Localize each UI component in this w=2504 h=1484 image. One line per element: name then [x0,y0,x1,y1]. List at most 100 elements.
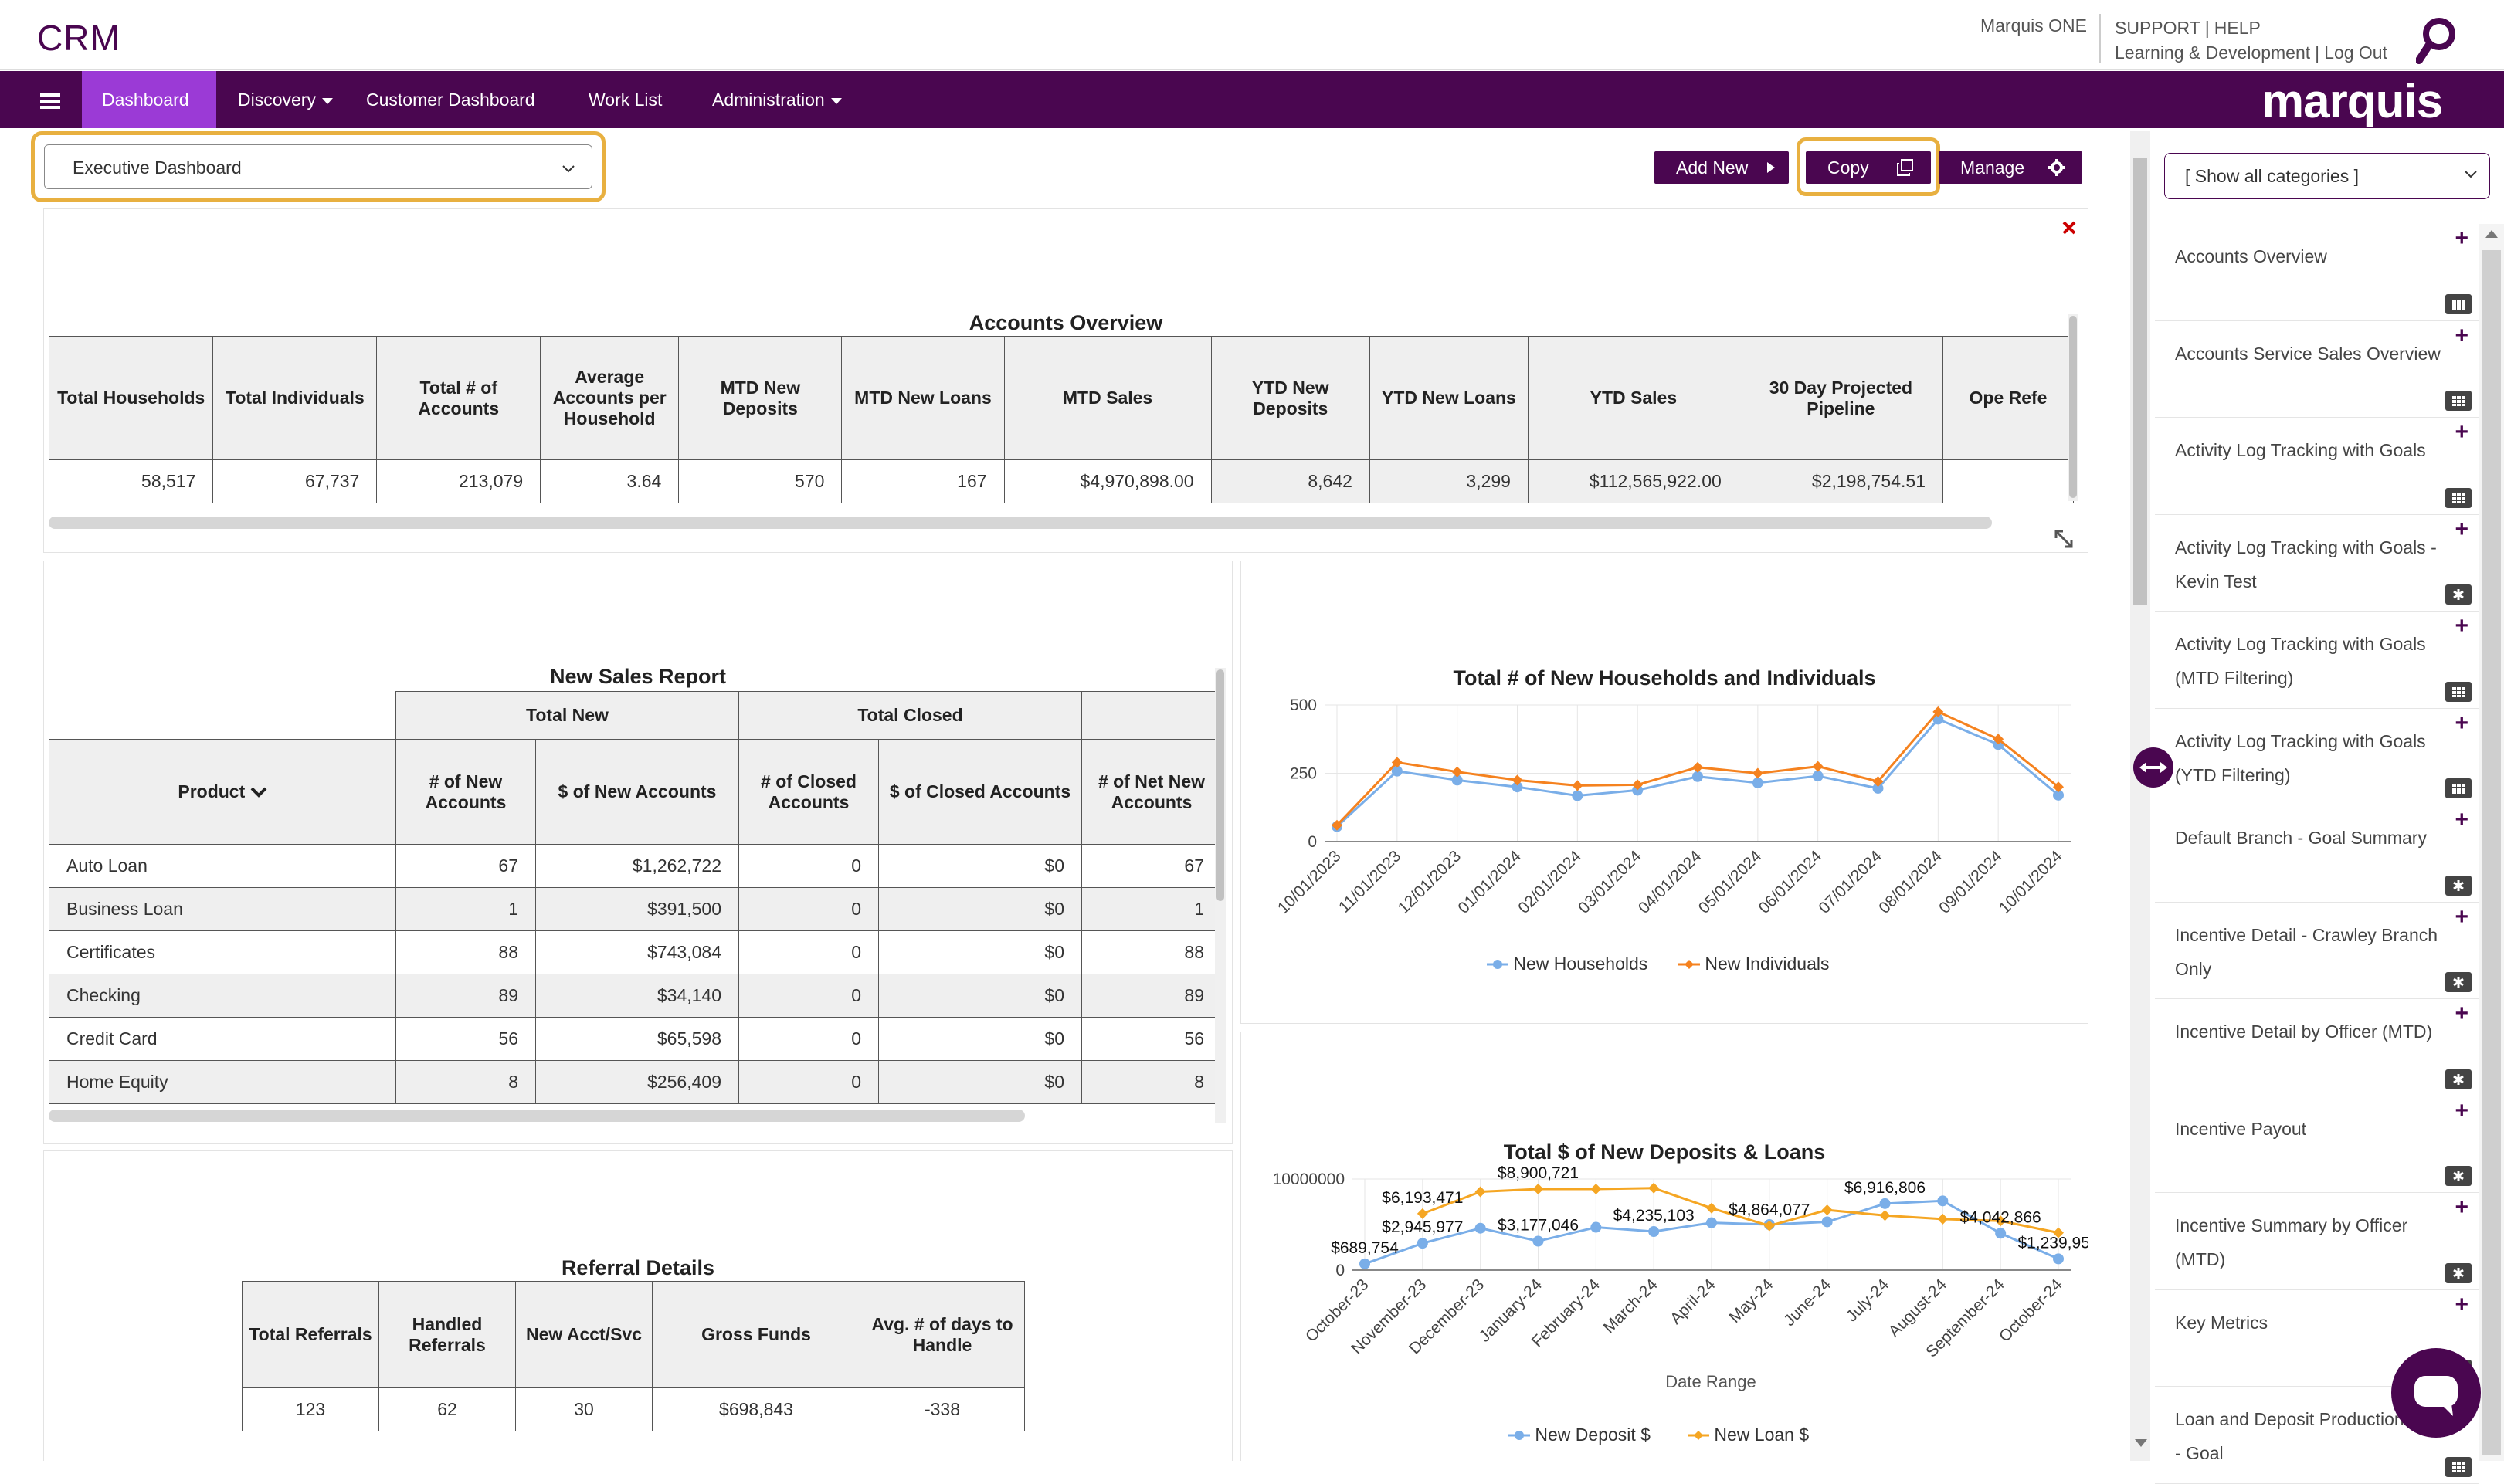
table-icon [2445,487,2472,508]
chevron-down-icon [250,787,267,798]
category-select[interactable]: [ Show all categories ] [2164,153,2490,199]
data-point [1532,1183,1544,1194]
help-link[interactable]: HELP [2214,18,2261,38]
add-widget-icon[interactable]: + [2455,710,2468,736]
caret-down-icon [321,97,333,104]
y-tick-label: 500 [1290,696,1317,714]
nav-dashboard[interactable]: Dashboard [82,71,216,128]
referral-panel: Referral Details Total Referrals Handled… [43,1150,1233,1461]
add-widget-icon[interactable]: + [2455,322,2468,348]
table-vscroll[interactable] [1215,668,1226,1123]
table-hscroll[interactable] [49,1110,1025,1122]
legend-loan[interactable]: New Loan $ [1688,1425,1809,1445]
data-point [1692,771,1703,782]
search-icon[interactable] [2415,14,2467,65]
chevron-up-icon[interactable] [2485,230,2498,238]
chart-title: Total $ of New Deposits & Loans [1504,1140,1826,1164]
resize-icon[interactable] [2054,529,2074,549]
legend-marker-icon [1487,960,1508,969]
category-select-value: [ Show all categories ] [2185,166,2360,186]
data-point [1937,1213,1949,1225]
add-new-button[interactable]: Add New [1654,151,1789,184]
table-vscroll[interactable] [2068,314,2078,501]
main-scrollbar-thumb[interactable] [2133,158,2147,605]
table-hscroll[interactable] [49,517,1992,529]
new-sales-table: Total New Total Closed Product # of New … [49,691,1222,1104]
deposits-chart-panel: Total $ of New Deposits & Loans Date Ran… [1240,1032,2088,1461]
chat-button[interactable] [2391,1348,2481,1438]
nav-discovery[interactable]: Discovery [218,71,353,128]
manage-button[interactable]: Manage [1939,151,2082,184]
legend-individuals[interactable]: New Individuals [1678,954,1829,974]
widget-list-item[interactable]: Incentive Payout + [2155,1096,2479,1193]
table-header: Avg. # of days to Handle [860,1281,1025,1388]
app-logo[interactable]: CRM [37,18,120,58]
x-tick-label: 11/01/2023 [1335,847,1404,916]
table-icon [2445,778,2472,798]
widget-list-item[interactable]: Incentive Summary by Officer (MTD) + [2155,1193,2479,1290]
widget-list-item[interactable]: Activity Log Tracking with Goals (YTD Fi… [2155,709,2479,805]
chevron-down-icon[interactable] [2135,1439,2147,1447]
table-cell: $4,970,898.00 [1003,459,1212,503]
asterisk-icon [2445,1262,2472,1283]
legend-households[interactable]: New Households [1487,954,1647,974]
legend-deposit[interactable]: New Deposit $ [1508,1425,1651,1445]
add-widget-icon[interactable]: + [2455,1001,2468,1026]
learning-link[interactable]: Learning & Development [2115,42,2311,63]
widget-list-item[interactable]: Incentive Detail by Officer (MTD) + [2155,999,2479,1096]
group-header: Total New [395,691,739,740]
panel-title: Accounts Overview [969,311,1163,334]
nav-work-list[interactable]: Work List [568,71,682,128]
product-link[interactable]: Marquis ONE [1980,15,2087,36]
add-widget-icon[interactable]: + [2455,1194,2468,1220]
add-widget-icon[interactable]: + [2455,225,2468,251]
table-cell [1942,459,2074,503]
widget-list-item[interactable]: Accounts Service Sales Overview + [2155,321,2479,418]
table-cell: 1 [395,887,536,931]
table-header: # of New Accounts [395,739,536,845]
nav-administration[interactable]: Administration [692,71,862,128]
data-point [1590,1221,1602,1233]
accounts-overview-table: Total Households Total Individuals Total… [49,336,2074,503]
table-header: MTD New Loans [841,336,1005,460]
gear-icon [2048,159,2065,176]
x-tick-label: 12/01/2023 [1395,847,1465,917]
widget-list-item[interactable]: Accounts Overview + [2155,224,2479,321]
nav-customer-dashboard[interactable]: Customer Dashboard [346,71,555,128]
panel-resize-handle[interactable] [2133,747,2173,788]
hamburger-icon[interactable] [23,71,77,128]
add-widget-icon[interactable]: + [2455,1291,2468,1317]
manage-label: Manage [1960,158,2025,178]
add-widget-icon[interactable]: + [2455,807,2468,832]
support-link[interactable]: SUPPORT [2115,18,2200,38]
add-widget-icon[interactable]: + [2455,1097,2468,1123]
widget-label: Activity Log Tracking with Goals - Kevin… [2175,537,2437,591]
add-widget-icon[interactable]: + [2455,516,2468,542]
widget-list-item[interactable]: Activity Log Tracking with Goals - Kevin… [2155,515,2479,612]
sidebar-scrollbar-thumb[interactable] [2482,250,2501,1455]
add-new-label: Add New [1676,158,1749,178]
asterisk-icon [2445,972,2472,992]
logout-link[interactable]: Log Out [2324,42,2387,63]
widget-list-item[interactable]: Incentive Detail - Crawley Branch Only + [2155,903,2479,999]
product-header[interactable]: Product [49,739,396,845]
widget-list-item[interactable]: Activity Log Tracking with Goals + [2155,418,2479,515]
add-widget-icon[interactable]: + [2455,903,2468,930]
table-cell: 88 [395,930,536,974]
widget-list-item[interactable]: Default Branch - Goal Summary + [2155,805,2479,903]
copy-button[interactable]: Copy [1806,151,1931,184]
data-point [1451,766,1463,778]
data-point [1532,1235,1544,1247]
close-icon[interactable] [2061,220,2077,235]
referral-table: Total Referrals Handled Referrals New Ac… [242,1281,1025,1431]
table-cell: 8 [395,1060,536,1104]
add-widget-icon[interactable]: + [2455,419,2468,445]
widget-list-item[interactable]: Activity Log Tracking with Goals (MTD Fi… [2155,612,2479,709]
widget-label: Default Branch - Goal Summary [2175,828,2427,848]
copy-icon [1897,159,1913,176]
add-widget-icon[interactable]: + [2455,613,2468,639]
data-label: $4,235,103 [1613,1207,1695,1225]
table-header: Ope Refe [1942,336,2074,460]
dashboard-select[interactable]: Executive Dashboard [31,131,606,202]
households-chart: Total # of New Households and Individual… [1274,666,2071,917]
